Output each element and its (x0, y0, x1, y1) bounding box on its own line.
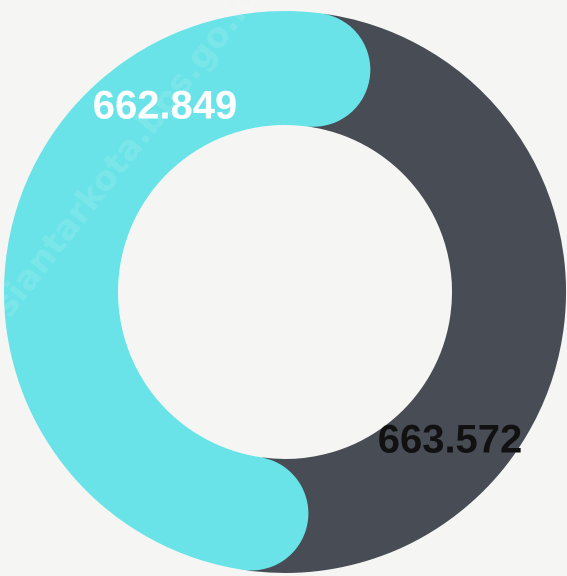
data-label-1: 663.572 (378, 418, 523, 462)
donut-slice-1 (4, 11, 371, 571)
donut-slice-0 (246, 13, 566, 573)
donut-labels: 662.849 663.572 (93, 84, 523, 462)
data-label-0: 662.849 (93, 84, 238, 128)
donut-segments (4, 11, 566, 573)
